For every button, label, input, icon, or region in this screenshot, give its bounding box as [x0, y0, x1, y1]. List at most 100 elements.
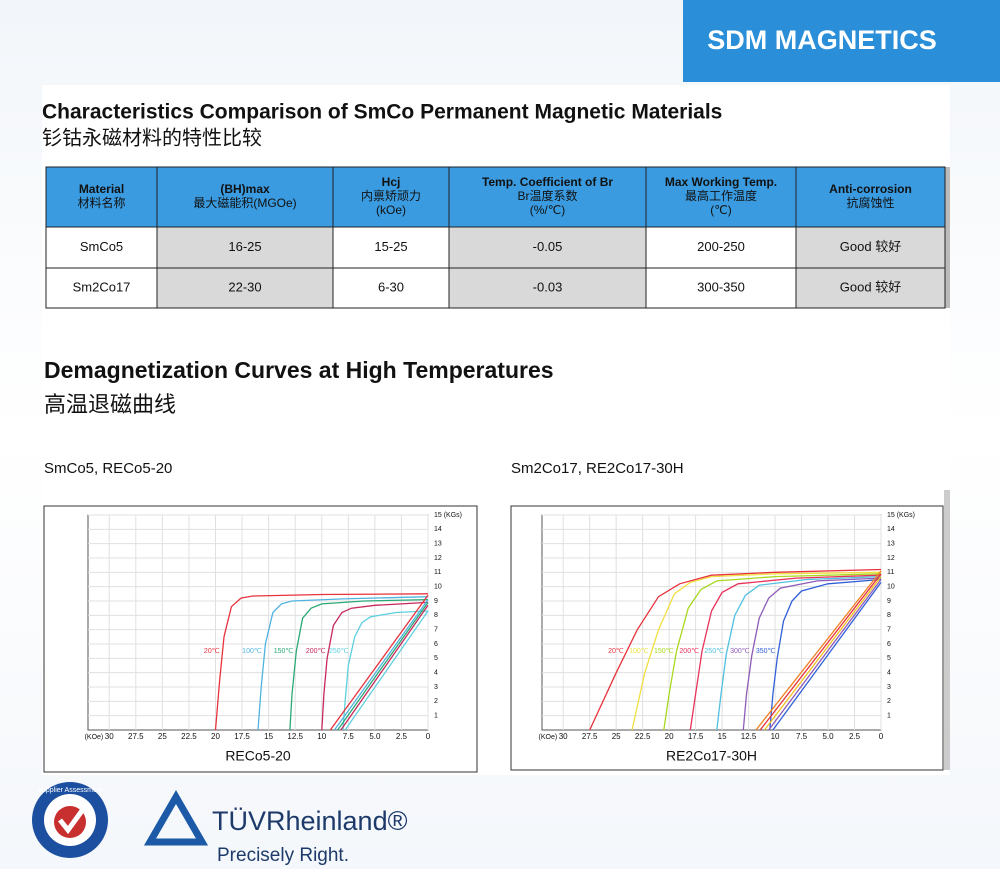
section-subtitle: 高温退磁曲线: [44, 392, 176, 417]
table-cell: [156, 267, 334, 309]
y-tick-label: 13: [887, 541, 895, 548]
x-tick-label: 25: [612, 732, 621, 741]
x-tick-label: 17.5: [234, 732, 250, 741]
header-label: Temp. Coefficient of Br: [482, 175, 613, 189]
header-label: Br温度系数: [517, 188, 577, 203]
cell-text: -0.03: [533, 279, 563, 294]
cell-text: 22-30: [228, 279, 261, 294]
curve-label: 300℃: [730, 648, 750, 655]
cell-text: -0.05: [533, 239, 563, 254]
table-cell: [332, 226, 450, 269]
curve: [631, 571, 882, 731]
x-axis-label: (KOe): [539, 734, 558, 741]
y-tick-label: 10: [887, 584, 895, 591]
y-tick-label: 14: [887, 526, 895, 533]
curve-label: 150℃: [274, 648, 294, 655]
chart-title: SmCo5, RECo5-20: [44, 460, 172, 477]
cell-text: 15-25: [374, 239, 407, 254]
y-tick-label: 15 (KGs): [887, 512, 915, 519]
y-tick-label: 9: [887, 598, 891, 605]
cell-text: 16-25: [228, 239, 261, 254]
x-tick-label: 22.5: [635, 732, 651, 741]
curve-label: 100℃: [242, 648, 262, 655]
x-tick-label: 20: [211, 732, 220, 741]
curve: [333, 599, 429, 731]
curve-label: 200℃: [306, 648, 326, 655]
table-cell: [332, 267, 450, 309]
tuv-brand: TÜVRheinland®: [212, 806, 408, 836]
x-tick-label: 12.5: [741, 732, 757, 741]
plot-area: [87, 514, 429, 731]
y-tick-label: 8: [434, 612, 438, 619]
x-tick-label: 0: [426, 732, 431, 741]
chart-caption: RECo5-20: [225, 748, 291, 764]
x-tick-label: 2.5: [396, 732, 408, 741]
curve: [321, 601, 429, 731]
y-tick-label: 5: [887, 655, 891, 662]
curve: [759, 573, 882, 731]
cell-text: Good 较好: [840, 239, 901, 254]
tuv-logo: [143, 790, 209, 846]
y-tick-label: 6: [887, 641, 891, 648]
section-title: Demagnetization Curves at High Temperatu…: [44, 357, 554, 383]
curve-label: 250℃: [329, 648, 349, 655]
panel-shadow: [944, 490, 950, 770]
header-cell: [795, 166, 946, 228]
x-axis-label: (KOe): [85, 734, 104, 741]
header-label: 最高工作温度: [685, 188, 757, 203]
y-tick-label: 1: [887, 713, 891, 720]
y-tick-label: 11: [887, 569, 894, 576]
curve: [772, 582, 882, 731]
x-tick-label: 20: [665, 732, 674, 741]
header-label: Anti-corrosion: [829, 182, 912, 196]
table-title: Characteristics Comparison of SmCo Perma…: [42, 101, 722, 124]
cell-text: Sm2Co17: [73, 279, 131, 294]
y-tick-label: 7: [434, 627, 438, 634]
table-shadow: [945, 167, 950, 308]
badge-text: Supplier Assessment: [37, 787, 102, 794]
header-label: (BH)max: [220, 182, 270, 196]
curve: [257, 596, 429, 731]
table-subtitle: 钐钴永磁材料的特性比较: [42, 126, 262, 149]
table-cell: [795, 226, 946, 269]
header-label: Hcj: [382, 175, 401, 189]
y-tick-label: 12: [887, 555, 895, 562]
x-tick-label: 10: [771, 732, 780, 741]
brand-banner: [683, 0, 1000, 82]
header-label: Max Working Temp.: [665, 175, 777, 189]
x-tick-label: 17.5: [688, 732, 704, 741]
y-tick-label: 3: [887, 684, 891, 691]
assessment-badge: Supplier Assessment: [32, 782, 108, 858]
header-label: (%/℃): [530, 203, 565, 217]
x-tick-label: 7.5: [796, 732, 808, 741]
cell-text: Good 较好: [840, 279, 901, 294]
header-label: (℃): [710, 203, 731, 217]
cell-text: SmCo5: [80, 239, 123, 254]
x-tick-label: 7.5: [343, 732, 355, 741]
curve-label: 100℃: [629, 648, 649, 655]
y-tick-label: 1: [434, 713, 438, 720]
curve-label: 20℃: [204, 648, 220, 655]
tuv-slogan: Precisely Right.: [217, 845, 349, 866]
x-tick-label: 15: [718, 732, 727, 741]
y-tick-label: 3: [434, 684, 438, 691]
plot-area: [541, 514, 882, 731]
curve: [337, 602, 429, 731]
curve-label: 250℃: [704, 648, 724, 655]
x-tick-label: 27.5: [128, 732, 144, 741]
curve-label: 200℃: [679, 648, 699, 655]
curve: [340, 604, 429, 731]
curve: [214, 593, 429, 731]
y-tick-label: 13: [434, 541, 442, 548]
x-tick-label: 30: [559, 732, 568, 741]
table-cell: [795, 267, 946, 309]
y-tick-label: 4: [434, 670, 438, 677]
table-cell: [45, 267, 158, 309]
curve: [763, 576, 882, 731]
cell-text: 6-30: [378, 279, 404, 294]
header-label: 内禀矫顽力: [361, 188, 421, 203]
y-tick-label: 14: [434, 526, 442, 533]
y-tick-label: 15 (KGs): [434, 512, 462, 519]
curve-label: 350℃: [756, 648, 776, 655]
y-tick-label: 8: [887, 612, 891, 619]
